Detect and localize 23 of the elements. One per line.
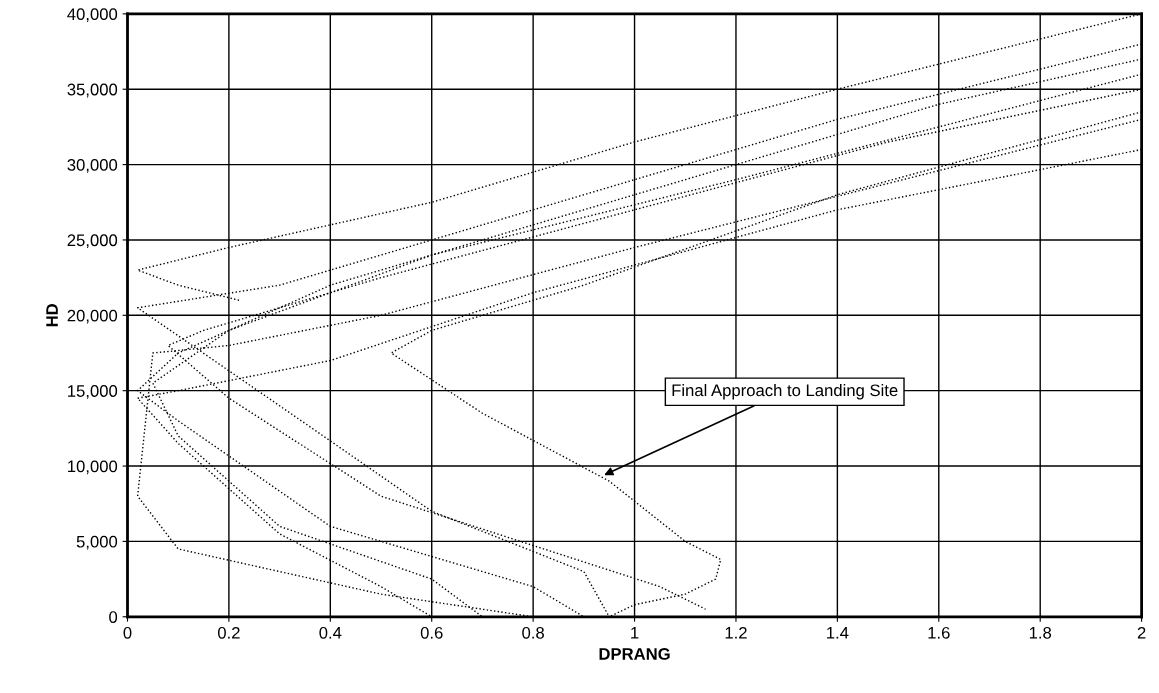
y-tick-label: 15,000	[68, 385, 118, 399]
y-tick-label: 0	[109, 611, 118, 623]
y-tick-label: 40,000	[67, 8, 118, 23]
x-tick-label: 1.6	[928, 626, 950, 639]
x-tick-label: 1	[631, 627, 639, 639]
x-tick-label: 0.6	[420, 626, 443, 639]
y-tick-label: 5,000	[76, 535, 118, 550]
x-tick-label: 0.2	[217, 626, 240, 639]
x-axis-title: DPRANG	[599, 648, 670, 660]
x-tick-label: 0.8	[522, 626, 544, 639]
y-tick-label: 35,000	[67, 83, 118, 98]
x-tick-label: 1.4	[827, 627, 849, 639]
y-tick-label: 20,000	[67, 309, 118, 324]
y-tick-label: 25,000	[67, 234, 118, 249]
y-axis-title: HD	[46, 303, 58, 327]
x-tick-label: 1.2	[725, 626, 747, 639]
x-tick-label: 0.4	[319, 626, 342, 639]
x-tick-label: 2	[1137, 626, 1146, 639]
annotation: Final Approach to Landing Site	[672, 383, 898, 400]
y-tick-label: 10,000	[68, 460, 118, 475]
x-tick-label: 1.8	[1029, 626, 1052, 639]
x-tick-label: 0	[123, 626, 132, 639]
y-tick-label: 30,000	[67, 158, 118, 173]
